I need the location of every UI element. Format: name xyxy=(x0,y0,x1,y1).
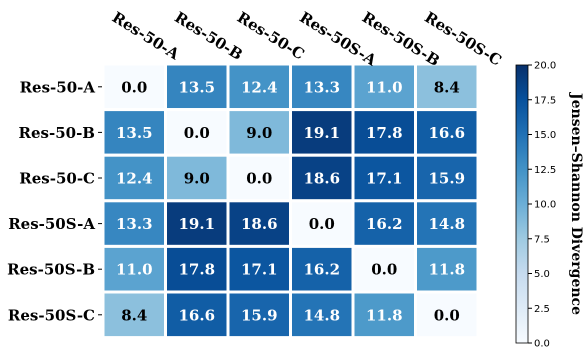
heatmap-cell xyxy=(289,290,355,340)
y-tick-label: Res-50S-B xyxy=(7,261,95,279)
colorbar: 0.0 2.5 5.0 7.5 10.0 12.5 15.0 17.5 20.0 Jensen–… xyxy=(515,61,584,350)
cell-value-label: 15.9 xyxy=(428,170,465,188)
colorbar-tick-label: 15.0 xyxy=(534,130,556,141)
colorbar-tick-label: 12.5 xyxy=(534,165,556,176)
cell-value-label: 16.6 xyxy=(428,124,465,142)
y-tick-labels: Res-50-A Res-50-B Res-50-C Res-50S-A Res-50S… xyxy=(7,78,102,324)
cell-value-label: 16.6 xyxy=(178,306,215,324)
x-tick-label: Res-50-B xyxy=(171,8,245,64)
colorbar-tick-label: 10.0 xyxy=(534,200,556,211)
cell-value-label: 0.0 xyxy=(309,215,335,233)
y-tick-label: Res-50-C xyxy=(19,170,95,188)
heatmap-cell xyxy=(289,153,355,203)
cell-value-label: 12.4 xyxy=(116,170,153,188)
heatmap-cell xyxy=(289,108,355,157)
heatmap-cell xyxy=(414,290,480,340)
cell-value-label: 11.8 xyxy=(366,306,403,324)
colorbar-tick-label: 7.5 xyxy=(534,234,550,245)
cell-value-label: 18.6 xyxy=(303,170,340,188)
cell-value-label: 17.8 xyxy=(178,261,215,279)
colorbar-label: Jensen–Shannon Divergence xyxy=(568,91,584,315)
heatmap-cell xyxy=(101,290,167,340)
cell-value-label: 11.8 xyxy=(428,261,465,279)
heatmap-cell xyxy=(164,108,230,157)
y-tick-label: Res-50-B xyxy=(19,124,95,142)
colorbar-ticks: 0.0 2.5 5.0 7.5 10.0 12.5 15.0 17.5 20.0 xyxy=(528,61,556,350)
heatmap-cell xyxy=(101,199,167,248)
cell-value-label: 16.2 xyxy=(303,261,340,279)
colorbar-gradient xyxy=(515,64,529,344)
cell-value-label: 19.1 xyxy=(303,124,340,142)
cell-value-label: 9.0 xyxy=(246,124,272,142)
colorbar-tick-label: 20.0 xyxy=(534,61,556,72)
cell-value-label: 13.3 xyxy=(303,78,340,96)
cell-value-label: 17.1 xyxy=(366,170,403,188)
cell-value-label: 13.3 xyxy=(116,215,153,233)
x-tick-label: Res-50-C xyxy=(234,8,308,63)
y-tick-label: Res-50S-C xyxy=(8,306,95,324)
cell-value-label: 14.8 xyxy=(428,215,465,233)
colorbar-tick-label: 5.0 xyxy=(534,269,550,280)
heatmap-cell xyxy=(414,62,480,112)
colorbar-tick-label: 0.0 xyxy=(534,339,550,350)
colorbar-tick-label: 17.5 xyxy=(534,95,556,106)
heatmap-cell xyxy=(351,290,417,340)
cell-value-label: 11.0 xyxy=(366,78,403,96)
cell-value-label: 15.9 xyxy=(241,306,278,324)
heatmap-cell xyxy=(164,199,230,248)
cell-value-label: 19.1 xyxy=(178,215,215,233)
colorbar-tick-label: 2.5 xyxy=(534,304,550,315)
heatmap-cell xyxy=(226,244,292,294)
heatmap-cell xyxy=(414,199,480,248)
heatmap-cell xyxy=(414,244,480,294)
x-tick-label: Res-50-A xyxy=(109,8,183,63)
cell-value-label: 0.0 xyxy=(434,306,460,324)
cell-value-label: 14.8 xyxy=(303,306,340,324)
y-tick-label: Res-50-A xyxy=(20,78,96,96)
cell-value-label: 13.5 xyxy=(178,78,215,96)
cell-value-label: 17.8 xyxy=(366,124,403,142)
cell-value-label: 17.1 xyxy=(241,261,278,279)
cell-value-label: 11.0 xyxy=(116,261,153,279)
y-tick-label: Res-50S-A xyxy=(8,215,95,233)
cell-value-label: 12.4 xyxy=(241,78,278,96)
cell-value-label: 18.6 xyxy=(241,215,278,233)
cell-value-label: 0.0 xyxy=(371,261,397,279)
cell-value-label: 8.4 xyxy=(434,78,460,96)
cell-value-label: 0.0 xyxy=(121,78,147,96)
cell-value-label: 13.5 xyxy=(116,124,153,142)
cell-value-label: 0.0 xyxy=(184,124,210,142)
cell-value-label: 16.2 xyxy=(366,215,403,233)
cell-value-label: 0.0 xyxy=(246,170,272,188)
x-tick-labels: Res-50-ARes-50-BRes-50-CRes-50S-ARes-50S… xyxy=(109,8,505,70)
heatmap-cells: 0.0 13.5 12.4 13.3 11.0 8.4 13.5 0.0 9.0 19.1 17.8… xyxy=(101,62,480,340)
heatmap-cell xyxy=(351,199,417,248)
cell-value-label: 9.0 xyxy=(184,170,210,188)
heatmap-cell xyxy=(351,153,417,203)
cell-value-label: 8.4 xyxy=(121,306,147,324)
